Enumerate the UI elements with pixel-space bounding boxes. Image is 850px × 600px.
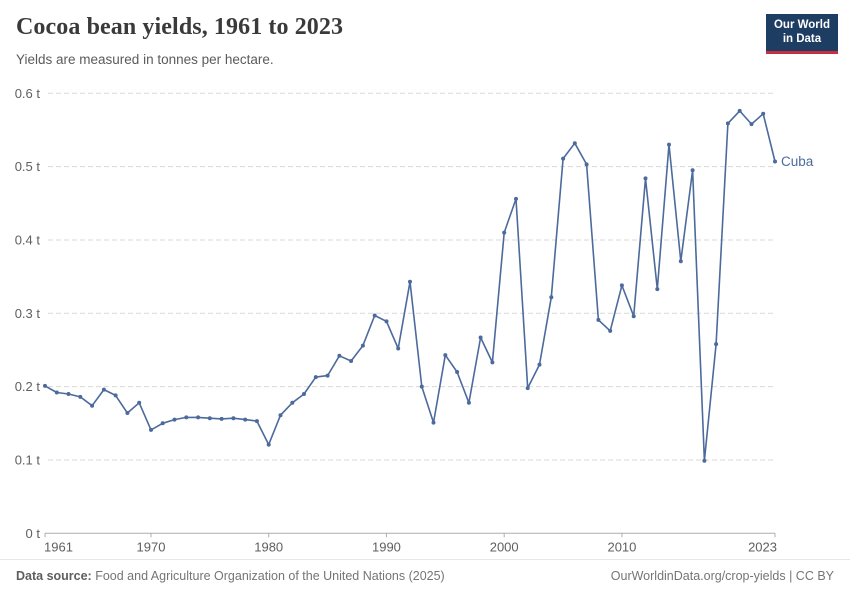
- data-point[interactable]: [561, 156, 566, 161]
- y-axis-tick-label: 0.2 t: [15, 379, 41, 394]
- data-point[interactable]: [125, 411, 130, 415]
- x-axis-tick-label: 2023: [748, 539, 777, 554]
- owid-logo[interactable]: Our World in Data: [765, 14, 838, 54]
- data-point[interactable]: [655, 287, 660, 292]
- data-point[interactable]: [431, 420, 436, 425]
- data-point[interactable]: [690, 168, 695, 173]
- series-label-cuba[interactable]: Cuba: [781, 154, 814, 169]
- data-point[interactable]: [537, 362, 542, 367]
- data-point[interactable]: [608, 328, 613, 333]
- x-axis-tick-label: 1990: [372, 539, 401, 554]
- data-point[interactable]: [549, 295, 554, 300]
- data-point[interactable]: [54, 390, 59, 395]
- data-point[interactable]: [101, 387, 106, 392]
- data-point[interactable]: [702, 458, 707, 463]
- data-point[interactable]: [207, 416, 212, 421]
- data-point[interactable]: [337, 353, 342, 358]
- x-axis-tick-label: 2000: [490, 539, 519, 554]
- x-axis-tick-label: 2010: [607, 539, 636, 554]
- data-point[interactable]: [78, 394, 83, 399]
- data-point[interactable]: [384, 319, 389, 324]
- data-point[interactable]: [219, 416, 224, 421]
- data-point[interactable]: [290, 400, 295, 405]
- owid-logo-line2: in Data: [782, 32, 822, 45]
- data-point[interactable]: [113, 393, 118, 398]
- data-point[interactable]: [302, 392, 306, 396]
- data-point[interactable]: [761, 111, 766, 116]
- data-point[interactable]: [360, 343, 365, 348]
- data-point[interactable]: [619, 283, 624, 288]
- y-axis-tick-label: 0.4 t: [15, 232, 41, 247]
- data-point[interactable]: [196, 415, 201, 420]
- data-point[interactable]: [43, 383, 47, 388]
- owid-logo-line1: Our World: [773, 19, 830, 31]
- data-point[interactable]: [749, 122, 754, 127]
- data-point[interactable]: [737, 108, 742, 113]
- x-axis-tick-label: 1961: [44, 539, 73, 554]
- data-source-label: Data source:: [16, 569, 92, 583]
- data-point[interactable]: [372, 313, 377, 318]
- y-axis-tick-label: 0.1 t: [15, 452, 41, 467]
- data-point[interactable]: [596, 317, 601, 322]
- data-point[interactable]: [66, 392, 71, 396]
- data-point[interactable]: [408, 279, 412, 284]
- x-axis-tick-label: 1980: [254, 539, 283, 554]
- data-point[interactable]: [231, 416, 236, 421]
- data-point[interactable]: [514, 196, 518, 201]
- data-point[interactable]: [243, 417, 248, 422]
- data-point[interactable]: [667, 142, 671, 147]
- data-point[interactable]: [678, 259, 683, 264]
- data-point[interactable]: [478, 335, 483, 340]
- data-point[interactable]: [313, 375, 318, 380]
- data-point[interactable]: [525, 386, 530, 391]
- page-title: Cocoa bean yields, 1961 to 2023: [16, 14, 344, 40]
- data-point[interactable]: [455, 370, 460, 374]
- data-point[interactable]: [137, 400, 142, 405]
- y-axis-tick-label: 0.5 t: [15, 159, 41, 174]
- chart-subtitle: Yields are measured in tonnes per hectar…: [16, 52, 274, 67]
- y-axis-tick-label: 0 t: [26, 526, 41, 541]
- data-point[interactable]: [502, 230, 507, 235]
- data-point[interactable]: [631, 314, 636, 319]
- data-point[interactable]: [584, 162, 589, 167]
- footer-link[interactable]: OurWorldinData.org/crop-yields | CC BY: [610, 569, 834, 583]
- data-point[interactable]: [443, 353, 448, 358]
- data-point[interactable]: [90, 403, 95, 408]
- data-point[interactable]: [725, 121, 730, 126]
- data-point[interactable]: [773, 159, 777, 164]
- y-axis-tick-label: 0.3 t: [15, 306, 41, 321]
- series-line-cuba[interactable]: [44, 110, 776, 462]
- data-point[interactable]: [325, 373, 330, 378]
- data-point[interactable]: [419, 384, 424, 389]
- footer: Data source: Food and Agriculture Organi…: [16, 569, 834, 583]
- data-point[interactable]: [714, 342, 719, 347]
- data-point[interactable]: [172, 417, 177, 422]
- y-axis-tick-label: 0.6 t: [15, 86, 41, 101]
- data-point[interactable]: [254, 419, 259, 424]
- data-point[interactable]: [490, 360, 495, 365]
- x-axis-tick-label: 1970: [137, 539, 166, 554]
- data-point[interactable]: [160, 421, 165, 426]
- data-point[interactable]: [643, 176, 648, 181]
- data-source-text: Food and Agriculture Organization of the…: [91, 569, 445, 583]
- data-point[interactable]: [572, 141, 577, 146]
- data-point[interactable]: [396, 346, 401, 351]
- data-point[interactable]: [466, 400, 471, 405]
- data-point[interactable]: [266, 442, 271, 447]
- data-point[interactable]: [184, 415, 189, 420]
- data-point[interactable]: [278, 413, 283, 418]
- footer-divider: [0, 559, 850, 560]
- data-point[interactable]: [349, 359, 354, 363]
- data-source-note: Data source: Food and Agriculture Organi…: [16, 569, 445, 583]
- data-point[interactable]: [149, 427, 153, 432]
